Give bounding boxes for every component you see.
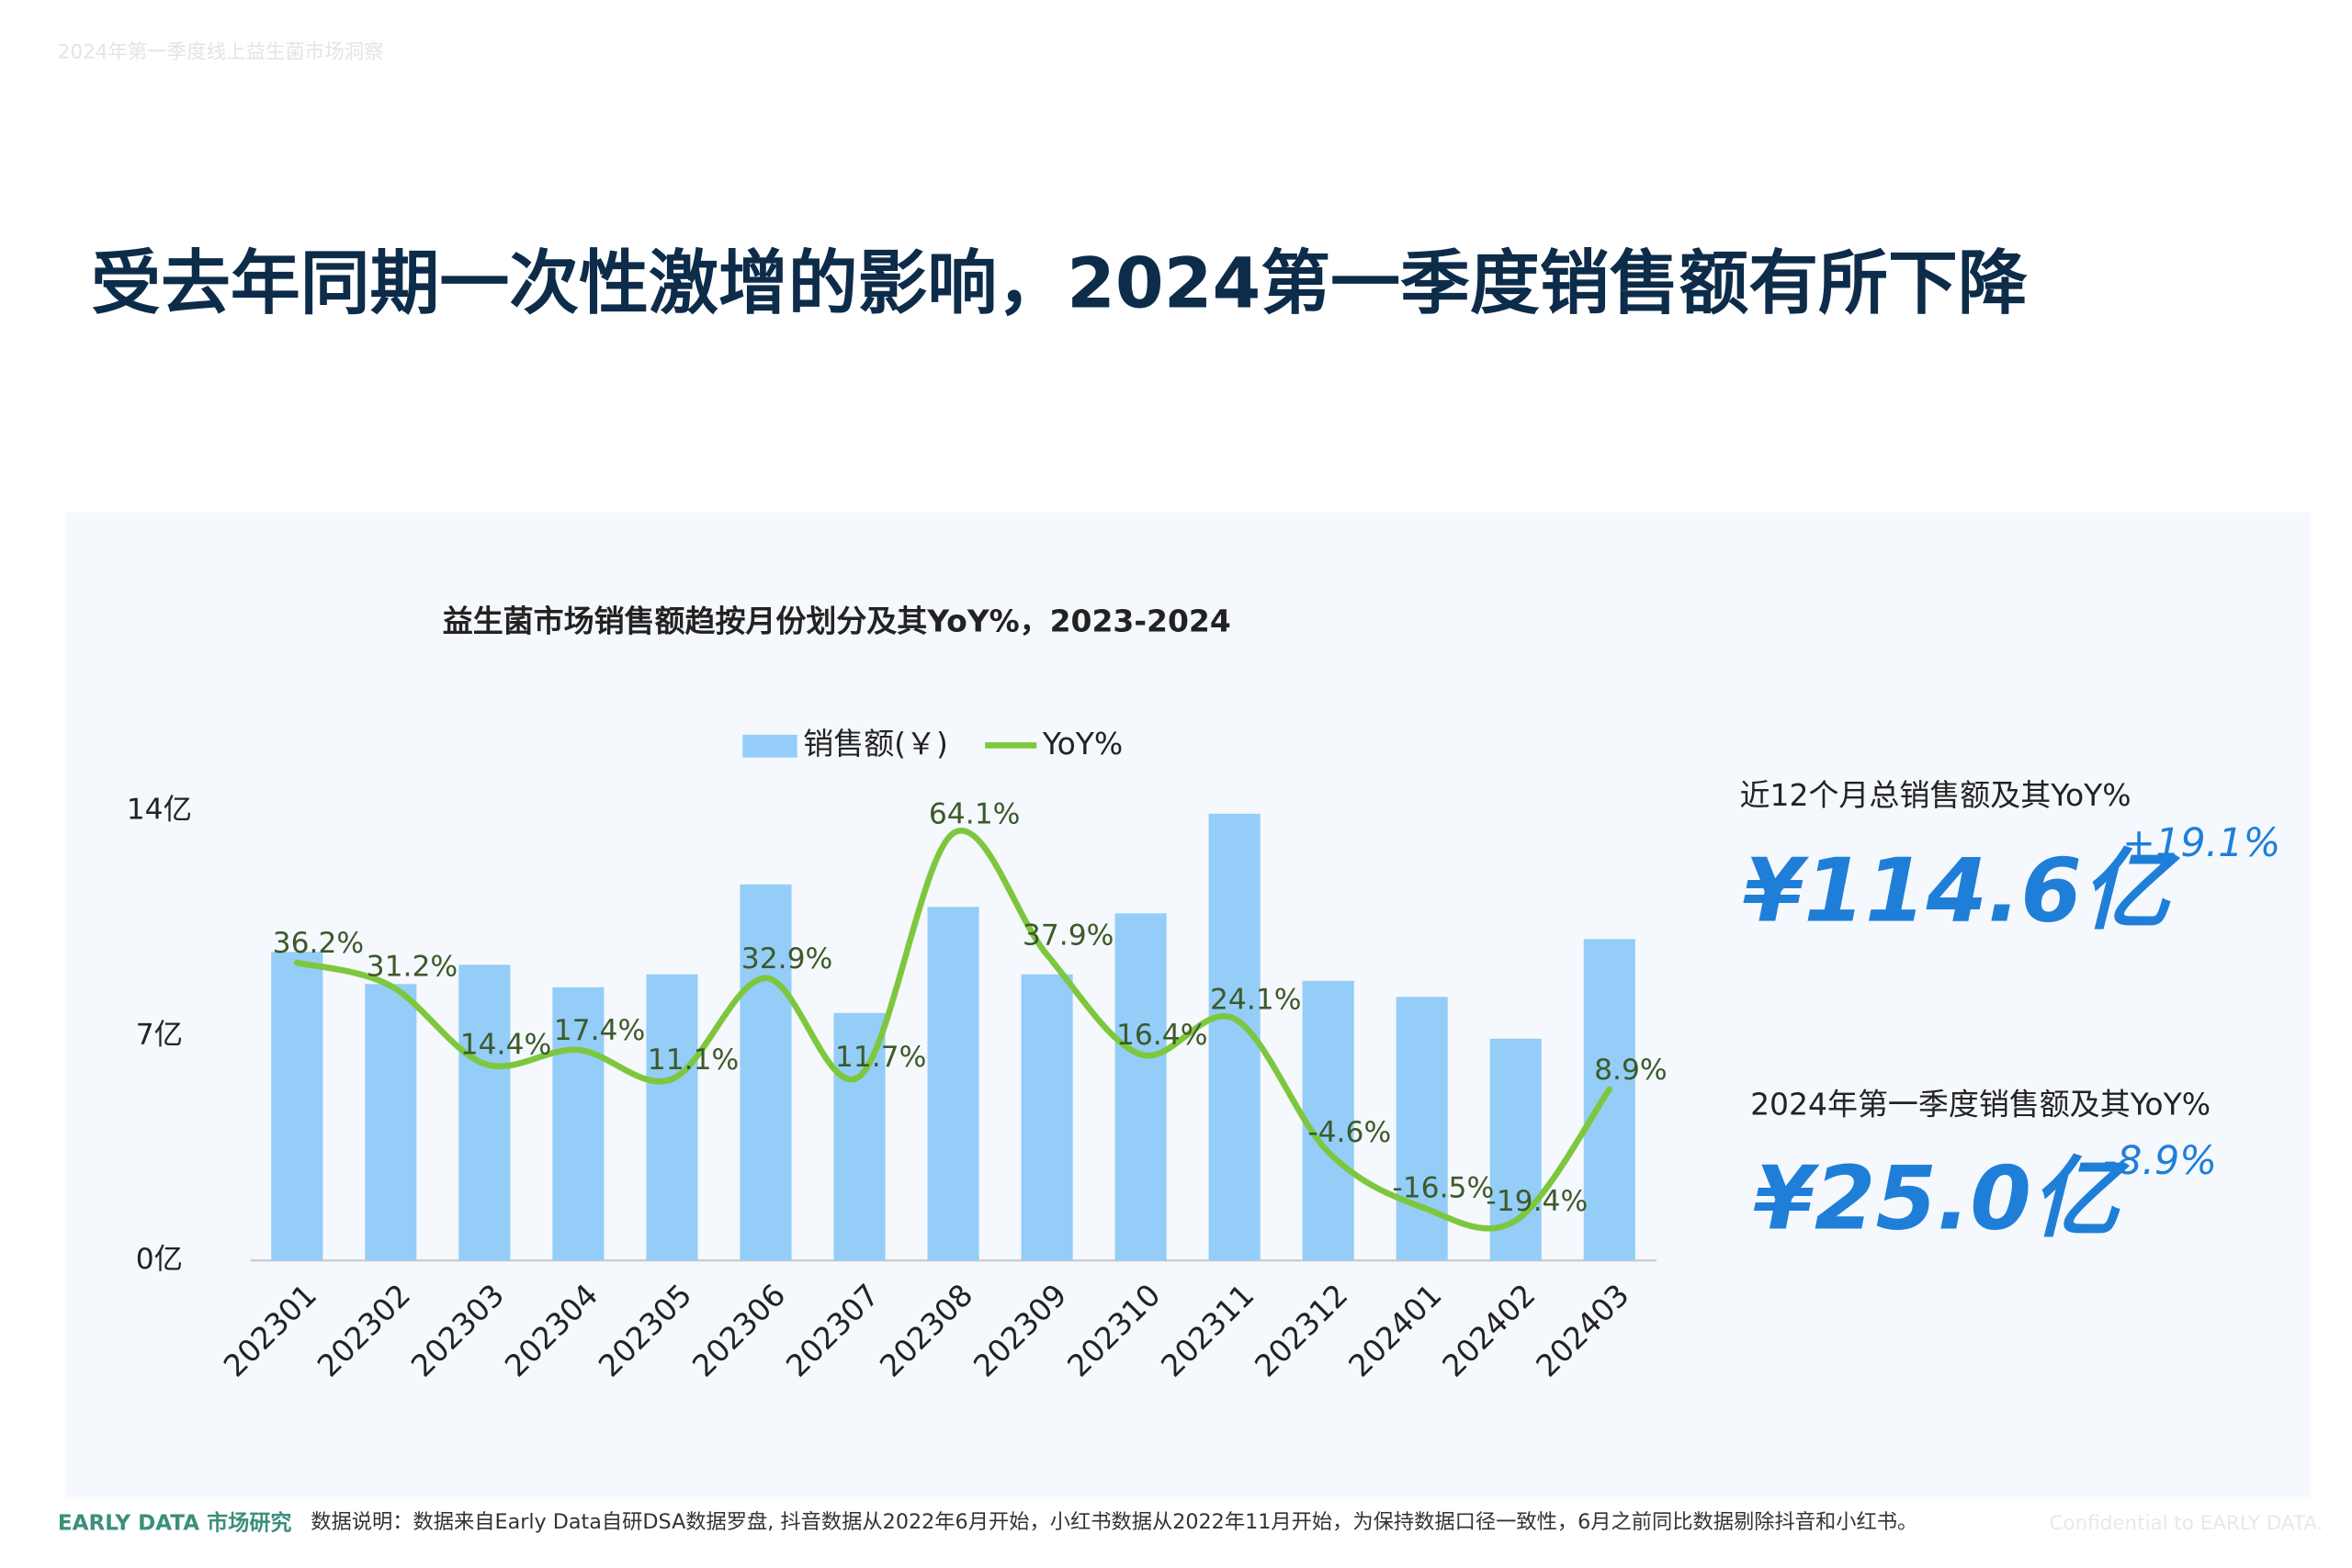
bar	[271, 952, 323, 1261]
data-label: -4.6%	[1307, 1116, 1391, 1149]
report-name: 2024年第一季度线上益生菌市场洞察	[58, 41, 384, 64]
footnote: 数据说明：数据来自Early Data自研DSA数据罗盘, 抖音数据从2022年…	[311, 1510, 1917, 1534]
legend-label: 销售额(￥)	[803, 726, 948, 761]
bar	[646, 974, 698, 1261]
kpi-change: +19.1%	[2122, 820, 2280, 866]
data-label: -19.4%	[1486, 1185, 1588, 1218]
kpi-value: ¥25.0亿	[1753, 1147, 2131, 1250]
bar	[1396, 997, 1448, 1261]
data-label: -16.5%	[1392, 1171, 1494, 1204]
data-label: 16.4%	[1116, 1019, 1208, 1052]
data-label: 36.2%	[273, 927, 365, 960]
y-tick-label: 14亿	[127, 793, 192, 826]
confidential: Confidential to EARLY DATA.	[2050, 1512, 2324, 1535]
bar	[552, 987, 605, 1261]
data-label: 64.1%	[929, 797, 1021, 830]
bar	[740, 884, 792, 1261]
bar	[1583, 939, 1635, 1261]
legend-swatch	[742, 734, 797, 758]
bar	[365, 984, 417, 1261]
kpi-value: ¥114.6亿	[1743, 840, 2181, 942]
legend-label: YoY%	[1042, 726, 1123, 761]
line	[294, 828, 1613, 1232]
bar	[927, 907, 979, 1261]
data-label: 37.9%	[1023, 919, 1114, 953]
y-tick-label: 0亿	[136, 1243, 183, 1276]
data-label: 8.9%	[1594, 1054, 1668, 1087]
y-tick-label: 7亿	[136, 1018, 183, 1051]
chart-title: 益生菌市场销售额趋按月份划分及其YoY%，2023-2024	[443, 603, 1231, 638]
panel	[65, 512, 2312, 1497]
bar	[1302, 980, 1354, 1261]
kpi-label: 近12个月总销售额及其YoY%	[1740, 777, 2132, 813]
slide-title: 受去年同期一次性激增的影响，2024第一季度销售额有所下降	[91, 243, 2028, 323]
brand: EARLY DATA 市场研究	[58, 1511, 292, 1536]
data-label: 11.7%	[835, 1041, 927, 1074]
data-label: 14.4%	[460, 1028, 552, 1061]
bar	[1021, 974, 1073, 1261]
data-label: 31.2%	[367, 950, 458, 983]
data-label: 11.1%	[648, 1043, 740, 1077]
data-label: 32.9%	[741, 942, 833, 976]
data-label: 24.1%	[1210, 983, 1302, 1016]
data-label: 17.4%	[554, 1014, 646, 1047]
kpi-label: 2024年第一季度销售额及其YoY%	[1750, 1086, 2211, 1122]
bar	[1114, 913, 1167, 1261]
kpi-change: -8.9%	[2103, 1138, 2217, 1184]
bar	[458, 964, 511, 1261]
